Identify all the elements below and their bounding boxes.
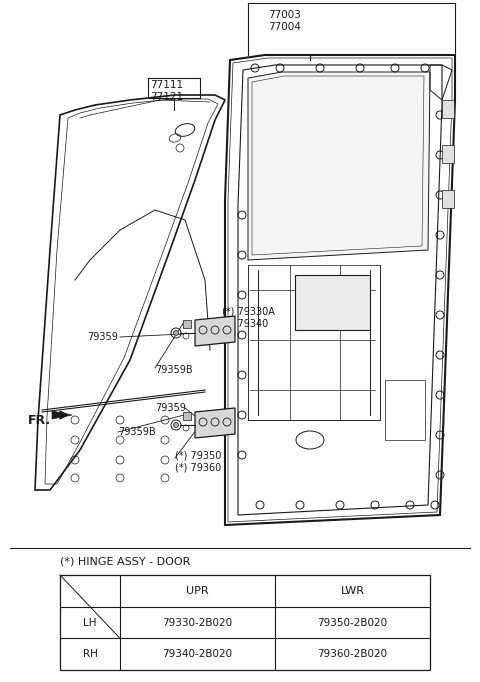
Text: 79359B: 79359B [155,365,192,375]
Bar [442,100,454,118]
Text: (*) HINGE ASSY - DOOR: (*) HINGE ASSY - DOOR [60,556,191,566]
Bar [60,575,430,670]
Circle shape [173,331,179,336]
Bar [295,275,370,330]
Text: 79359B: 79359B [118,427,156,437]
Text: 79350-2B020: 79350-2B020 [317,617,387,627]
Text: (*) 79330A
(*) 79340: (*) 79330A (*) 79340 [222,307,275,329]
Text: 79340-2B020: 79340-2B020 [162,649,233,659]
Polygon shape [248,72,430,260]
Text: (*) 79350
(*) 79360: (*) 79350 (*) 79360 [175,451,221,473]
Text: UPR: UPR [186,586,209,596]
Text: LH: LH [83,617,97,627]
Text: 79359: 79359 [155,403,186,413]
Text: 79359: 79359 [87,332,118,342]
Bar [183,412,191,420]
Text: FR.: FR. [28,413,51,426]
Text: 79360-2B020: 79360-2B020 [317,649,387,659]
Text: 79330-2B020: 79330-2B020 [162,617,233,627]
Circle shape [173,423,179,428]
Polygon shape [52,411,72,419]
Text: RH: RH [83,649,97,659]
Text: LWR: LWR [340,586,364,596]
Bar [385,380,425,440]
Polygon shape [195,316,235,346]
Text: 77003
77004: 77003 77004 [268,10,301,31]
Bar [442,145,454,163]
Bar [442,190,454,208]
Text: 77111
77121: 77111 77121 [150,80,183,102]
Polygon shape [195,408,235,438]
Bar [183,320,191,328]
